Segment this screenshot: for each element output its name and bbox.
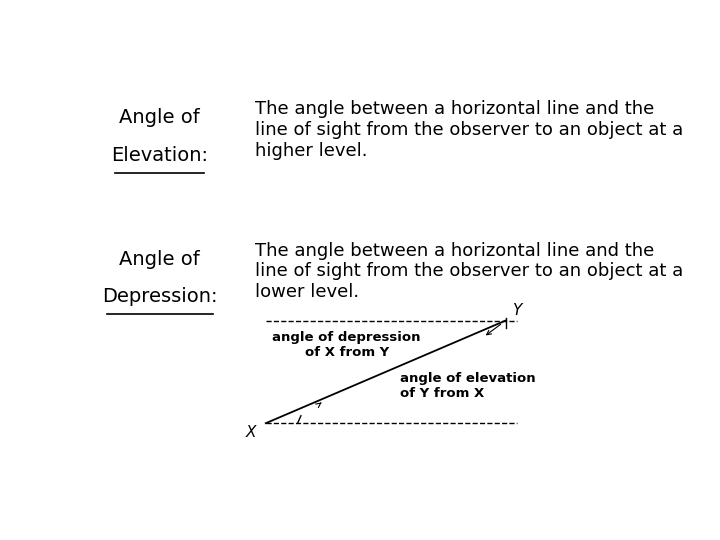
Text: angle of elevation
of Y from X: angle of elevation of Y from X (400, 372, 535, 400)
Text: The angle between a horizontal line and the
line of sight from the observer to a: The angle between a horizontal line and … (255, 241, 683, 301)
Text: X: X (246, 426, 256, 440)
Text: Angle of: Angle of (120, 250, 200, 269)
Text: Depression:: Depression: (102, 287, 217, 306)
Text: Elevation:: Elevation: (112, 146, 208, 165)
Text: The angle between a horizontal line and the
line of sight from the observer to a: The angle between a horizontal line and … (255, 100, 683, 160)
Text: angle of depression
of X from Y: angle of depression of X from Y (272, 331, 421, 359)
Text: Y: Y (513, 303, 522, 319)
Text: Angle of: Angle of (120, 109, 200, 127)
